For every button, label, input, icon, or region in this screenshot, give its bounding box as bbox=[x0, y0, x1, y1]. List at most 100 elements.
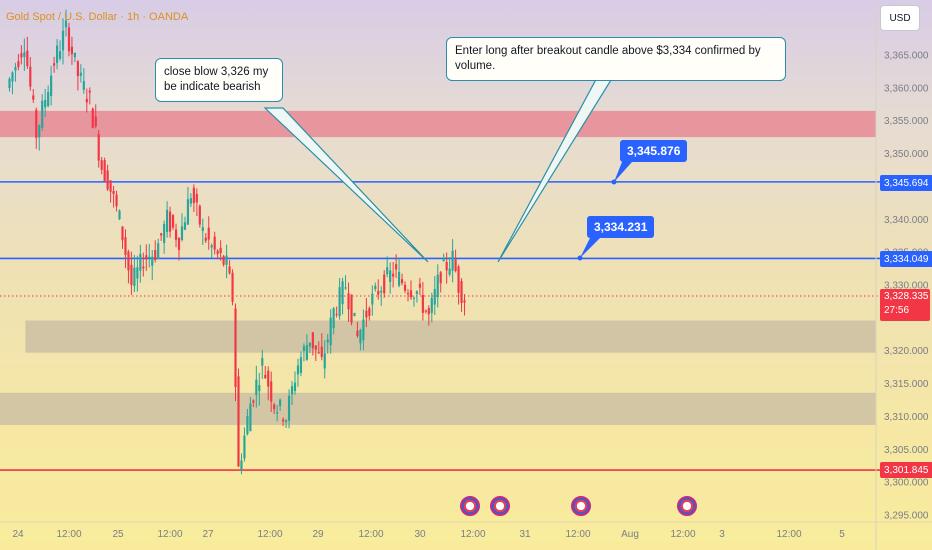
time-axis-tick-label: 31 bbox=[519, 529, 531, 540]
us-flag-event-icon[interactable] bbox=[677, 496, 697, 516]
time-axis-tick-label: 12:00 bbox=[776, 529, 801, 540]
level-label-upper[interactable]: 3,345.876 bbox=[620, 140, 688, 162]
current-price-value: 3,328.335 bbox=[884, 291, 929, 302]
candle-body bbox=[127, 251, 130, 271]
candle-body bbox=[311, 332, 314, 349]
candle-body bbox=[79, 72, 82, 76]
candle-body bbox=[371, 293, 374, 305]
price-axis-tick-label: 3,330.000 bbox=[884, 281, 929, 292]
price-axis-tick-label: 3,315.000 bbox=[884, 379, 929, 390]
candle-body bbox=[67, 27, 71, 52]
candle-body bbox=[219, 247, 222, 254]
candle-body bbox=[225, 255, 228, 265]
candle-body bbox=[353, 312, 356, 317]
candle-body bbox=[231, 272, 234, 302]
candle-body bbox=[433, 289, 436, 305]
candle-body bbox=[94, 116, 97, 127]
candle-body bbox=[171, 215, 175, 228]
zone-rect-2 bbox=[0, 392, 876, 425]
candle-body bbox=[237, 376, 240, 467]
candle-body bbox=[463, 300, 466, 303]
chart-title: Gold Spot / U.S. Dollar · 1h · OANDA bbox=[6, 11, 189, 23]
time-axis-tick-label: 12:00 bbox=[460, 529, 485, 540]
time-axis-tick-label: 30 bbox=[414, 529, 426, 540]
price-axis-tick-label: 3,305.000 bbox=[884, 445, 929, 456]
candle-body bbox=[243, 435, 246, 459]
candle-body bbox=[103, 160, 106, 182]
candle-body bbox=[166, 209, 169, 232]
candle-body bbox=[64, 20, 68, 28]
candle-body bbox=[55, 45, 59, 63]
candle-body bbox=[341, 281, 344, 305]
candle-body bbox=[38, 125, 41, 138]
currency-button[interactable]: USD bbox=[880, 5, 920, 31]
candle-body bbox=[160, 233, 163, 236]
callout-bearish-pointer bbox=[263, 107, 429, 263]
level-label-lower[interactable]: 3,334.231 bbox=[587, 216, 655, 238]
price-axis-tick-label: 3,365.000 bbox=[884, 51, 929, 62]
candle-body bbox=[97, 133, 100, 161]
candle-body bbox=[76, 61, 79, 77]
candle-body bbox=[20, 53, 23, 58]
candle-body bbox=[282, 419, 285, 422]
level-anchor-lower bbox=[577, 255, 583, 261]
candle-body bbox=[457, 266, 460, 293]
us-flag-event-icon[interactable] bbox=[571, 496, 591, 516]
candle-body bbox=[216, 250, 219, 254]
callout-long-entry[interactable]: Enter long after breakout candle above $… bbox=[446, 37, 786, 81]
candle-body bbox=[296, 365, 300, 375]
candle-body bbox=[136, 267, 139, 279]
candle-body bbox=[267, 370, 270, 387]
candle-body bbox=[222, 256, 225, 265]
time-axis-tick-label: 12:00 bbox=[358, 529, 383, 540]
candle-body bbox=[112, 190, 115, 195]
candle-body bbox=[168, 211, 172, 232]
candle-body bbox=[163, 223, 166, 243]
candle-body bbox=[418, 283, 421, 288]
candle-body bbox=[451, 250, 454, 271]
candle-body bbox=[100, 160, 103, 171]
candle-body bbox=[154, 250, 157, 261]
candle-body bbox=[389, 270, 392, 282]
candle-body bbox=[308, 342, 311, 347]
candle-body bbox=[41, 100, 44, 128]
us-flag-event-icon[interactable] bbox=[460, 496, 480, 516]
candle-body bbox=[124, 237, 127, 255]
candle-body bbox=[148, 256, 151, 258]
candle-body bbox=[186, 199, 190, 225]
candle-body bbox=[240, 460, 243, 470]
candle-body bbox=[427, 308, 430, 315]
candle-body bbox=[287, 395, 291, 421]
candle-countdown: 27:56 bbox=[884, 305, 910, 316]
candle-body bbox=[26, 50, 29, 67]
price-axis-tick-label: 3,360.000 bbox=[884, 83, 929, 94]
callout-bearish[interactable]: close blow 3,326 my be indicate bearish bbox=[155, 58, 283, 102]
candle-body bbox=[61, 30, 65, 51]
candle-body bbox=[29, 66, 32, 87]
price-tag-support-red: 3,301.845 bbox=[880, 462, 932, 478]
current-price-tag: 3,328.335 27:56 bbox=[880, 289, 930, 321]
time-axis-tick-label: 24 bbox=[12, 529, 24, 540]
candle-body bbox=[82, 81, 85, 90]
candle-body bbox=[347, 293, 350, 310]
us-flag-event-icon[interactable] bbox=[490, 496, 510, 516]
candle-body bbox=[234, 308, 237, 387]
candle-body bbox=[249, 403, 252, 432]
price-axis-tick-label: 3,340.000 bbox=[884, 215, 929, 226]
time-axis-tick-label: 12:00 bbox=[565, 529, 590, 540]
candle-body bbox=[32, 95, 35, 100]
price-axis-tick-label: 3,350.000 bbox=[884, 149, 929, 160]
price-tag-lower-blue: 3,334.049 bbox=[880, 251, 932, 267]
candle-body bbox=[264, 374, 267, 379]
candle-body bbox=[383, 274, 386, 294]
candle-body bbox=[258, 385, 261, 392]
candle-body bbox=[180, 226, 184, 241]
candle-body bbox=[70, 46, 74, 55]
candle-body bbox=[118, 210, 121, 220]
time-axis-tick-label: 12:00 bbox=[670, 529, 695, 540]
candle-body bbox=[439, 272, 442, 284]
price-axis-tick-label: 3,295.000 bbox=[884, 511, 929, 522]
candle-body bbox=[109, 180, 112, 192]
